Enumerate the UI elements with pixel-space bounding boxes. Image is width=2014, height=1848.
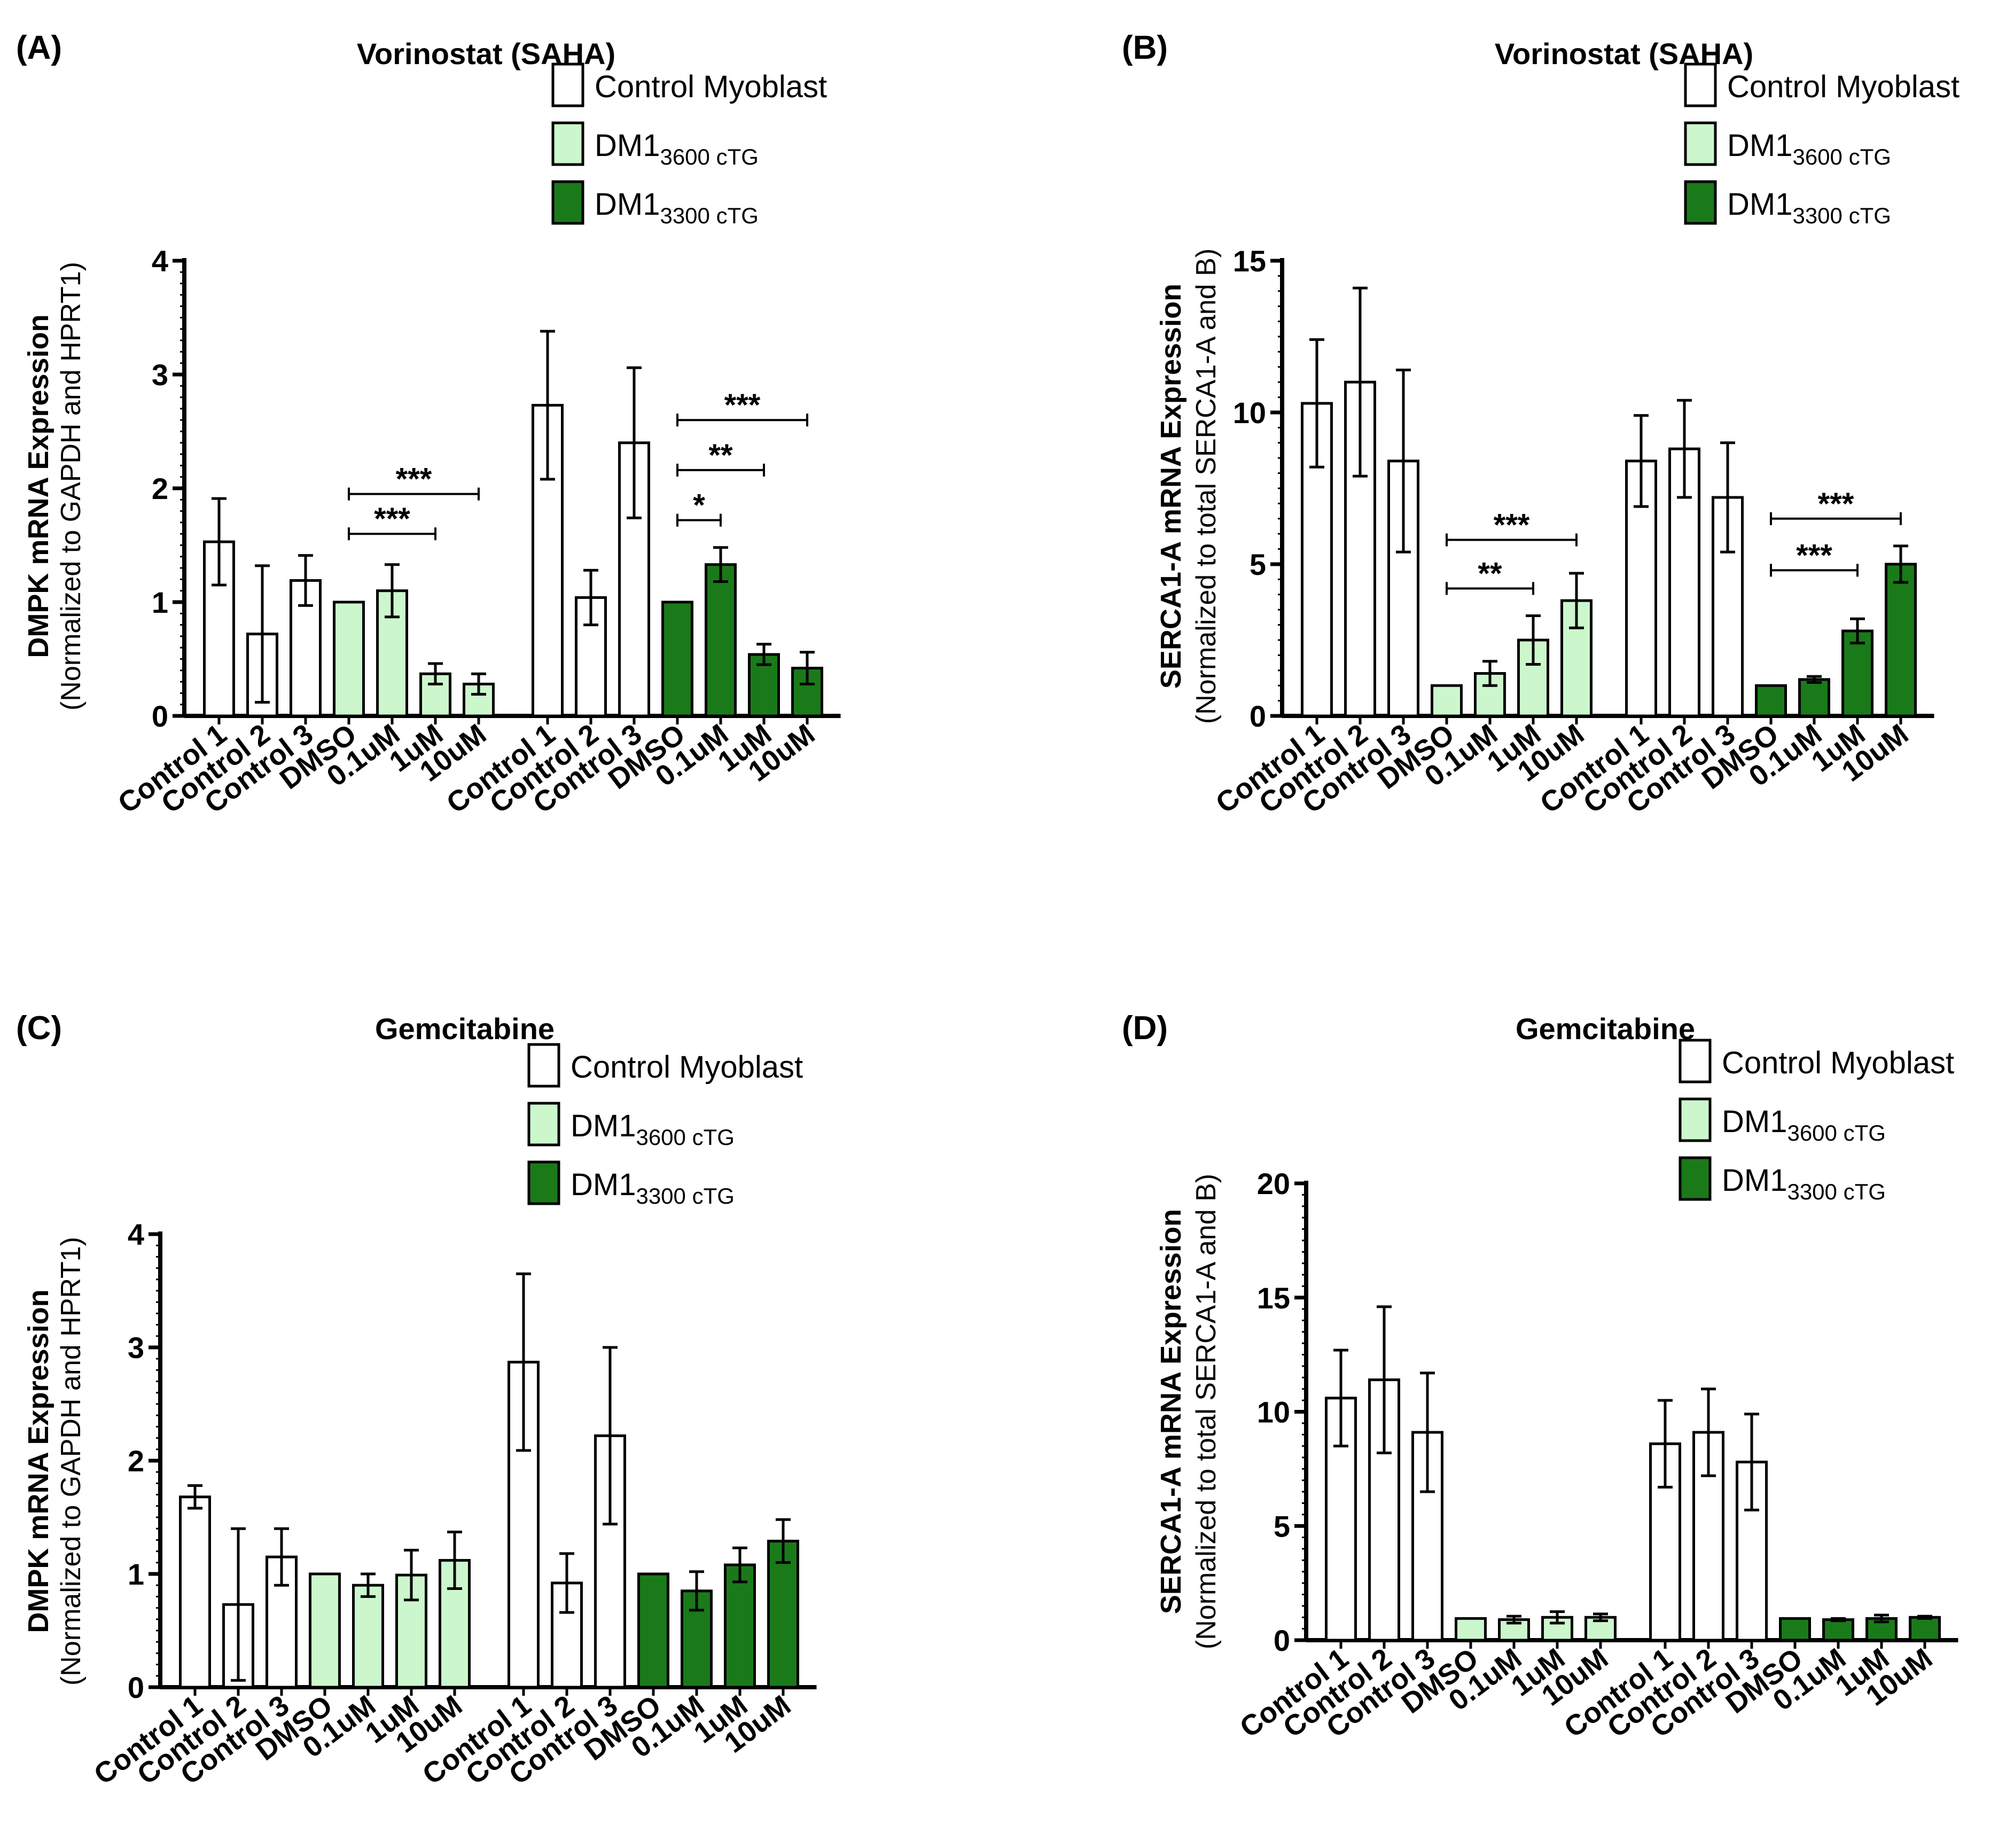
bar xyxy=(661,601,693,718)
y-tick-label: 5 xyxy=(1274,1509,1290,1543)
legend-swatch-dm1-3300 xyxy=(527,1160,560,1205)
y-tick-label: 1 xyxy=(128,1557,144,1591)
y-axis-label: SERCA1-A mRNA Expression xyxy=(1155,284,1187,689)
significance-label: ** xyxy=(1478,556,1502,591)
y-axis-label: DMPK mRNA Expression xyxy=(22,314,54,658)
y-axis-sublabel: (Normalized to total SERCA1-A and B) xyxy=(1191,248,1222,724)
y-tick-label: 20 xyxy=(1257,1167,1290,1200)
y-axis-sublabel: (Normalized to GAPDH and HPRT1) xyxy=(56,1237,87,1686)
significance-label: *** xyxy=(1796,538,1832,573)
bar xyxy=(1885,563,1917,718)
legend-label-dm1-3300: DM13300 cTG xyxy=(1722,1163,1886,1204)
chart-panel-b: (B) Vorinostat (SAHA)Control MyoblastDM13… xyxy=(1122,29,1960,820)
y-tick-label: 0 xyxy=(1250,699,1266,733)
y-tick-label: 1 xyxy=(152,586,168,619)
legend: Control Myoblast DM13600 cTG DM13300 cTG xyxy=(527,1043,803,1208)
legend-label-control: Control Myoblast xyxy=(1722,1046,1954,1080)
bar xyxy=(637,1572,669,1689)
y-tick-label: 15 xyxy=(1257,1281,1290,1315)
y-tick-label: 3 xyxy=(128,1331,144,1364)
panel-label: (C) xyxy=(16,1010,62,1047)
bar xyxy=(1755,684,1787,718)
legend-swatch-control xyxy=(1684,63,1717,107)
legend-swatch-dm1-3300 xyxy=(1684,180,1717,225)
legend-swatch-dm1-3300 xyxy=(1679,1156,1712,1201)
y-tick-label: 0 xyxy=(128,1671,144,1704)
bar xyxy=(1779,1617,1811,1642)
y-tick-label: 5 xyxy=(1250,548,1266,581)
legend-swatch-control xyxy=(551,63,584,107)
significance-label: *** xyxy=(1494,508,1530,543)
legend-swatch-dm1-3600 xyxy=(1679,1097,1712,1142)
bar xyxy=(1909,1616,1941,1642)
bar xyxy=(309,1572,341,1689)
y-tick-label: 2 xyxy=(128,1444,144,1478)
legend: Control Myoblast DM13600 cTG DM13300 cTG xyxy=(551,63,827,228)
y-tick-label: 4 xyxy=(128,1218,144,1251)
chart-panel-a: (A) Vorinostat (SAHA)Control MyoblastDM13… xyxy=(16,29,841,820)
bar xyxy=(705,563,737,718)
legend-label-dm1-3300: DM13300 cTG xyxy=(1727,187,1891,228)
y-axis-sublabel: (Normalized to GAPDH and HPRT1) xyxy=(56,262,87,711)
legend-label-dm1-3600: DM13600 cTG xyxy=(1722,1104,1886,1145)
legend-swatch-dm1-3600 xyxy=(1684,121,1717,166)
significance-label: *** xyxy=(374,502,410,536)
significance-label: ** xyxy=(708,438,733,473)
legend-swatch-dm1-3600 xyxy=(527,1102,560,1147)
y-tick-label: 3 xyxy=(152,358,168,392)
chart-panel-c: (C) Gemcitabine Control Myoblast DM13600 cT… xyxy=(16,1010,817,1791)
y-tick-label: 10 xyxy=(1257,1395,1290,1429)
bar xyxy=(1455,1617,1487,1642)
y-axis-sublabel: (Normalized to total SERCA1-A and B) xyxy=(1191,1174,1222,1649)
panel-label: (A) xyxy=(16,29,62,66)
bar xyxy=(179,1495,211,1689)
bar xyxy=(333,601,365,718)
bar xyxy=(352,1584,384,1689)
y-tick-label: 10 xyxy=(1233,396,1266,430)
chart-title: Gemcitabine xyxy=(1516,1012,1695,1046)
legend-label-dm1-3600: DM13600 cTG xyxy=(571,1109,735,1150)
y-axis-label: DMPK mRNA Expression xyxy=(22,1289,54,1633)
significance-label: * xyxy=(693,488,705,523)
bar xyxy=(1822,1618,1854,1642)
y-axis-label: SERCA1-A mRNA Expression xyxy=(1155,1209,1187,1614)
legend-swatch-control xyxy=(1679,1039,1712,1083)
legend-swatch-control xyxy=(527,1043,560,1088)
significance-label: *** xyxy=(724,388,761,423)
y-tick-label: 0 xyxy=(152,699,168,733)
legend-label-dm1-3600: DM13600 cTG xyxy=(595,128,759,169)
bar xyxy=(1431,684,1463,718)
legend-label-control: Control Myoblast xyxy=(1727,69,1960,104)
chart-title: Gemcitabine xyxy=(375,1012,555,1046)
legend-swatch-dm1-3300 xyxy=(551,180,584,225)
chart-panel-d: (D) Gemcitabine Control Myoblast DM13600 cT… xyxy=(1122,1010,1958,1744)
legend-label-dm1-3300: DM13300 cTG xyxy=(595,187,759,228)
y-tick-label: 15 xyxy=(1233,244,1266,278)
y-tick-label: 2 xyxy=(152,472,168,505)
significance-label: *** xyxy=(396,462,432,497)
y-tick-label: 4 xyxy=(152,244,168,278)
bar xyxy=(724,1563,756,1689)
legend-swatch-dm1-3600 xyxy=(551,121,584,166)
bar xyxy=(1798,678,1830,718)
significance-label: *** xyxy=(1818,487,1854,521)
panel-label: (D) xyxy=(1122,1010,1168,1047)
panel-label: (B) xyxy=(1122,29,1168,66)
legend: Control Myoblast DM13600 cTG DM13300 cTG xyxy=(1684,63,1960,228)
y-tick-label: 0 xyxy=(1274,1624,1290,1657)
legend-label-control: Control Myoblast xyxy=(571,1050,803,1085)
legend: Control Myoblast DM13600 cTG DM13300 cTG xyxy=(1679,1039,1954,1204)
legend-label-dm1-3600: DM13600 cTG xyxy=(1727,128,1891,169)
bar xyxy=(1411,1431,1443,1642)
legend-label-dm1-3300: DM13300 cTG xyxy=(571,1167,735,1208)
legend-label-control: Control Myoblast xyxy=(595,69,827,104)
bar xyxy=(767,1540,799,1689)
